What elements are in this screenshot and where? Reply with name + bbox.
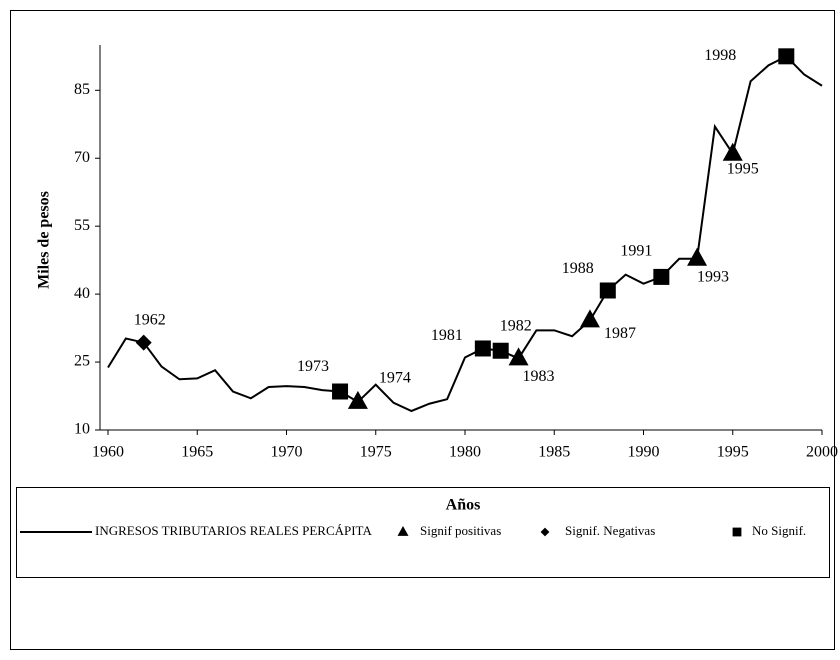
y-axis-title: Miles de pesos — [36, 191, 53, 289]
y-tick-label: 85 — [74, 81, 90, 98]
y-tick-label: 55 — [74, 217, 90, 234]
square-marker — [653, 268, 670, 285]
x-tick-label: 1960 — [92, 444, 124, 461]
x-tick-label: 1995 — [717, 444, 749, 461]
x-tick-label: 1970 — [271, 444, 303, 461]
square-marker — [492, 342, 509, 359]
point-label: 1974 — [379, 370, 411, 387]
point-label: 1962 — [134, 311, 166, 328]
point-label: 1981 — [431, 327, 463, 344]
point-label: 1995 — [727, 160, 759, 177]
square-marker — [599, 282, 616, 299]
y-tick-label: 70 — [74, 149, 90, 166]
x-tick-label: 2000 — [806, 444, 838, 461]
y-tick-label: 10 — [74, 421, 90, 438]
triangle-marker — [687, 247, 708, 266]
triangle-marker — [579, 309, 600, 328]
x-tick-label: 1985 — [538, 444, 570, 461]
legend-box — [16, 487, 830, 578]
triangle-marker — [722, 142, 743, 161]
point-label: 1993 — [697, 268, 729, 285]
legend-label: Signif. Negativas — [565, 523, 655, 538]
x-tick-label: 1975 — [360, 444, 392, 461]
triangle-marker — [347, 390, 368, 409]
point-label: 1987 — [604, 325, 636, 342]
y-tick-label: 25 — [74, 353, 90, 370]
triangle-marker — [508, 347, 529, 366]
point-label: 1973 — [297, 358, 329, 375]
point-label: 1991 — [620, 243, 652, 260]
y-tick-label: 40 — [74, 285, 90, 302]
point-label: 1988 — [562, 260, 594, 277]
x-tick-label: 1980 — [449, 444, 481, 461]
legend-symbol — [732, 527, 742, 537]
point-label: 1983 — [523, 368, 555, 385]
legend-label: Signif positivas — [420, 523, 501, 538]
legend-label: INGRESOS TRIBUTARIOS REALES PERCÁPITA — [95, 523, 372, 538]
x-tick-label: 1990 — [628, 444, 660, 461]
square-marker — [474, 340, 491, 357]
legend-symbol — [397, 525, 409, 536]
data-line — [107, 55, 823, 413]
square-marker — [332, 383, 349, 400]
x-axis-title: Años — [446, 497, 481, 514]
point-label: 1982 — [500, 317, 532, 334]
legend-label: No Signif. — [752, 523, 806, 538]
x-tick-label: 1965 — [181, 444, 213, 461]
square-marker — [778, 48, 795, 65]
point-label: 1998 — [704, 47, 736, 64]
diamond-marker — [135, 334, 152, 351]
legend-symbol — [540, 527, 550, 537]
chart-border — [10, 10, 835, 650]
